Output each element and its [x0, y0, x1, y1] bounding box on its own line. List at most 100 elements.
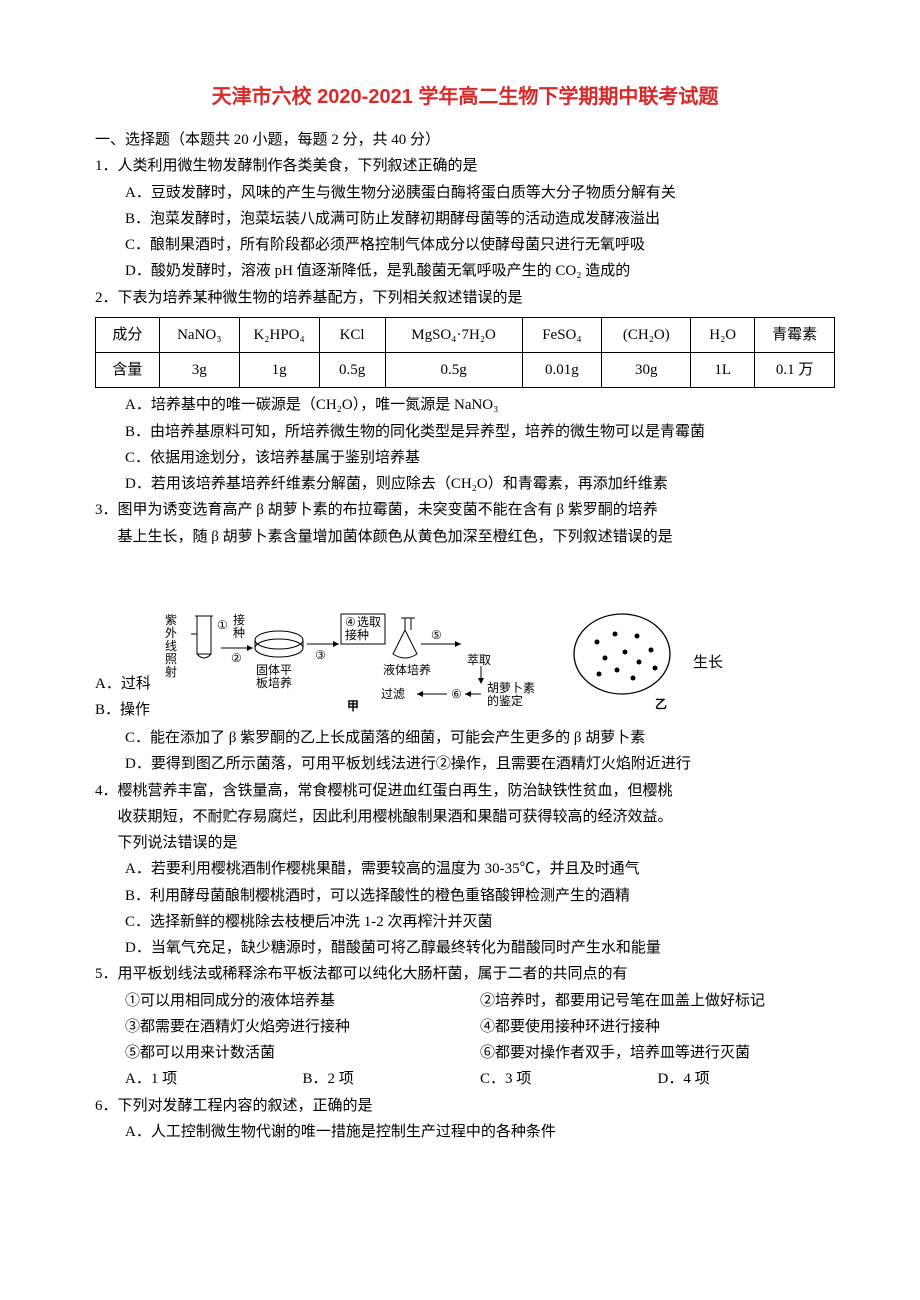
q4-opt-a: A．若要利用樱桃酒制作樱桃果醋，需要较高的温度为 30-35℃，并且及时通气	[125, 856, 835, 882]
n2: ②	[231, 651, 242, 665]
id-label: 胡萝卜素的鉴定	[487, 681, 535, 708]
q5-num: 5．	[95, 961, 118, 987]
n1: ①	[217, 618, 228, 632]
q3-opt-b-stub: B．操作	[95, 697, 155, 723]
cell: 0.5g	[385, 353, 522, 388]
q4-l1: 樱桃营养丰富，含铁量高，常食樱桃可促进血红蛋白再生，防治缺铁性贫血，但樱桃	[118, 783, 673, 799]
q4-opt-d: D．当氧气充足，缺少糖源时，醋酸菌可将乙醇最终转化为醋酸同时产生水和能量	[125, 935, 835, 961]
q1-options: A．豆豉发酵时，风味的产生与微生物分泌胰蛋白酶将蛋白质等大分子物质分解有关 B．…	[95, 180, 835, 285]
cell: KCl	[319, 317, 385, 352]
cell: 30g	[602, 353, 691, 388]
q2-stem: 下表为培养某种微生物的培养基配方，下列相关叙述错误的是	[118, 285, 835, 311]
q4-l3: 下列说法错误的是	[118, 835, 238, 851]
n3: ③	[315, 648, 326, 662]
question-4: 4． 樱桃营养丰富，含铁量高，常食樱桃可促进血红蛋白再生，防治缺铁性贫血，但樱桃…	[95, 778, 835, 857]
table-row: 含量 3g 1g 0.5g 0.5g 0.01g 30g 1L 0.1 万	[96, 353, 835, 388]
q3-stem: 图甲为诱变选育高产 β 胡萝卜素的布拉霉菌，未突变菌不能在含有 β 紫罗酮的培养…	[118, 497, 835, 550]
q5-options: A．1 项 B．2 项 C．3 项 D．4 项	[95, 1066, 835, 1092]
q6-opt-a: A．人工控制微生物代谢的唯一措施是控制生产过程中的各种条件	[125, 1119, 835, 1145]
q5-i3: ③都需要在酒精灯火焰旁进行接种	[125, 1014, 480, 1040]
cell: 0.01g	[522, 353, 602, 388]
question-3: 3． 图甲为诱变选育高产 β 胡萝卜素的布拉霉菌，未突变菌不能在含有 β 紫罗酮…	[95, 497, 835, 550]
question-6: 6． 下列对发酵工程内容的叙述，正确的是	[95, 1093, 835, 1119]
yi-caption: 乙	[655, 697, 667, 711]
section-heading: 一、选择题（本题共 20 小题，每题 2 分，共 40 分）	[95, 127, 835, 153]
q1-opt-a: A．豆豉发酵时，风味的产生与微生物分泌胰蛋白酶将蛋白质等大分子物质分解有关	[125, 180, 835, 206]
cell: 0.1 万	[755, 353, 835, 388]
filter-label: 过滤	[381, 687, 405, 701]
q4-opt-b: B．利用酵母菌酿制樱桃酒时，可以选择酸性的橙色重铬酸钾检测产生的酒精	[125, 883, 835, 909]
q3-stem-l2: 基上生长，随 β 胡萝卜素含量增加菌体颜色从黄色加深至橙红色，下列叙述错误的是	[118, 529, 673, 545]
q2-table: 成分 NaNO₃ K₂HPO₄ KCl MgSO₄·7H₂O FeSO₄ (CH…	[95, 317, 835, 389]
q5-opt-d: D．4 项	[658, 1066, 836, 1092]
cell: (CH₂O)	[602, 317, 691, 352]
cell: NaNO₃	[159, 317, 239, 352]
q4-num: 4．	[95, 778, 118, 857]
jie-label: 接种	[233, 612, 245, 640]
q4-l2: 收获期短，不耐贮存易腐烂，因此利用樱桃酿制果酒和果醋可获得较高的经济效益。	[118, 809, 673, 825]
q1-stem: 人类利用微生物发酵制作各类美食，下列叙述正确的是	[118, 153, 835, 179]
n4: ④	[345, 615, 356, 629]
question-2: 2． 下表为培养某种微生物的培养基配方，下列相关叙述错误的是	[95, 285, 835, 311]
q4-options: A．若要利用樱桃酒制作樱桃果醋，需要较高的温度为 30-35℃，并且及时通气 B…	[95, 856, 835, 961]
q4-opt-c: C．选择新鲜的樱桃除去枝梗后冲洗 1-2 次再榨汁并灭菌	[125, 909, 835, 935]
q2-opt-d: D．若用该培养基培养纤维素分解菌，则应除去（CH₂O）和青霉素，再添加纤维素	[125, 471, 835, 497]
question-5: 5． 用平板划线法或稀释涂布平板法都可以纯化大肠杆菌，属于二者的共同点的有	[95, 961, 835, 987]
q1-opt-c: C．酿制果酒时，所有阶段都必须严格控制气体成分以使酵母菌只进行无氧呼吸	[125, 232, 835, 258]
uv-label: 紫外线照射	[165, 613, 177, 679]
q2-num: 2．	[95, 285, 118, 311]
q5-i4: ④都要使用接种环进行接种	[480, 1014, 835, 1040]
n5: ⑤	[431, 628, 442, 642]
q5-opt-b: B．2 项	[303, 1066, 481, 1092]
figure-yi: 乙	[567, 604, 687, 723]
q1-num: 1．	[95, 153, 118, 179]
question-1: 1． 人类利用微生物发酵制作各类美食，下列叙述正确的是	[95, 153, 835, 179]
cell: MgSO₄·7H₂O	[385, 317, 522, 352]
q5-opt-a: A．1 项	[125, 1066, 303, 1092]
cell: H₂O	[691, 317, 755, 352]
cell: 成分	[96, 317, 160, 352]
q3-opt-d: D．要得到图乙所示菌落，可用平板划线法进行②操作，且需要在酒精灯火焰附近进行	[125, 751, 835, 777]
q5-i1: ①可以用相同成分的液体培养基	[125, 988, 480, 1014]
n6: ⑥	[451, 687, 462, 701]
q1-opt-d: D．酸奶发酵时，溶液 pH 值逐渐降低，是乳酸菌无氧呼吸产生的 CO₂ 造成的	[125, 258, 835, 284]
q3-right-label: 生长	[693, 650, 723, 676]
q5-i6: ⑥都要对操作者双手，培养皿等进行灭菌	[480, 1040, 835, 1066]
jia-caption: 甲	[347, 699, 359, 713]
q5-stem: 用平板划线法或稀释涂布平板法都可以纯化大肠杆菌，属于二者的共同点的有	[118, 961, 835, 987]
q3-opt-c: C．能在添加了 β 紫罗酮的乙上长成菌落的细菌，可能会产生更多的 β 胡萝卜素	[125, 725, 835, 751]
cell: 含量	[96, 353, 160, 388]
q3-opt-a-stub: A．过科	[95, 671, 155, 697]
page-title: 天津市六校 2020-2021 学年高二生物下学期期中联考试题	[95, 80, 835, 115]
figure-jia: 紫外线照射 ① 接种 ② 固体平板培养 ③ ④ 选	[161, 604, 561, 723]
cell: 3g	[159, 353, 239, 388]
q2-opt-a: A．培养基中的唯一碳源是（CH₂O），唯一氮源是 NaNO₃	[125, 392, 835, 418]
cell: 1L	[691, 353, 755, 388]
q3-options: C．能在添加了 β 紫罗酮的乙上长成菌落的细菌，可能会产生更多的 β 胡萝卜素 …	[95, 725, 835, 778]
table-row: 成分 NaNO₃ K₂HPO₄ KCl MgSO₄·7H₂O FeSO₄ (CH…	[96, 317, 835, 352]
q6-stem: 下列对发酵工程内容的叙述，正确的是	[118, 1093, 835, 1119]
q5-i5: ⑤都可以用来计数活菌	[125, 1040, 480, 1066]
q2-opt-b: B．由培养基原料可知，所培养微生物的同化类型是异养型，培养的微生物可以是青霉菌	[125, 419, 835, 445]
solid-label: 固体平板培养	[256, 663, 292, 690]
q5-i2: ②培养时，都要用记号笔在皿盖上做好标记	[480, 988, 835, 1014]
q3-stem-l1: 图甲为诱变选育高产 β 胡萝卜素的布拉霉菌，未突变菌不能在含有 β 紫罗酮的培养	[118, 502, 658, 518]
q3-num: 3．	[95, 497, 118, 550]
cell: 青霉素	[755, 317, 835, 352]
liquid-label: 液体培养	[383, 662, 431, 677]
q3-left-labels: A．过科 B．操作	[95, 671, 155, 724]
q2-opt-c: C．依据用途划分，该培养基属于鉴别培养基	[125, 445, 835, 471]
q2-options: A．培养基中的唯一碳源是（CH₂O），唯一氮源是 NaNO₃ B．由培养基原料可…	[95, 392, 835, 497]
cell: 0.5g	[319, 353, 385, 388]
cell: FeSO₄	[522, 317, 602, 352]
q6-num: 6．	[95, 1093, 118, 1119]
cell: 1g	[239, 353, 319, 388]
q3-figure: A．过科 B．操作 紫外线照射 ① 接种 ② 固体平板培养	[95, 604, 835, 723]
q4-stem: 樱桃营养丰富，含铁量高，常食樱桃可促进血红蛋白再生，防治缺铁性贫血，但樱桃 收获…	[118, 778, 835, 857]
q5-items: ①可以用相同成分的液体培养基 ②培养时，都要用记号笔在皿盖上做好标记 ③都需要在…	[95, 988, 835, 1067]
q6-options: A．人工控制微生物代谢的唯一措施是控制生产过程中的各种条件	[95, 1119, 835, 1145]
cell: K₂HPO₄	[239, 317, 319, 352]
q1-opt-b: B．泡菜发酵时，泡菜坛装八成满可防止发酵初期酵母菌等的活动造成发酵液溢出	[125, 206, 835, 232]
q5-opt-c: C．3 项	[480, 1066, 658, 1092]
cui-label: 萃取	[467, 653, 491, 667]
